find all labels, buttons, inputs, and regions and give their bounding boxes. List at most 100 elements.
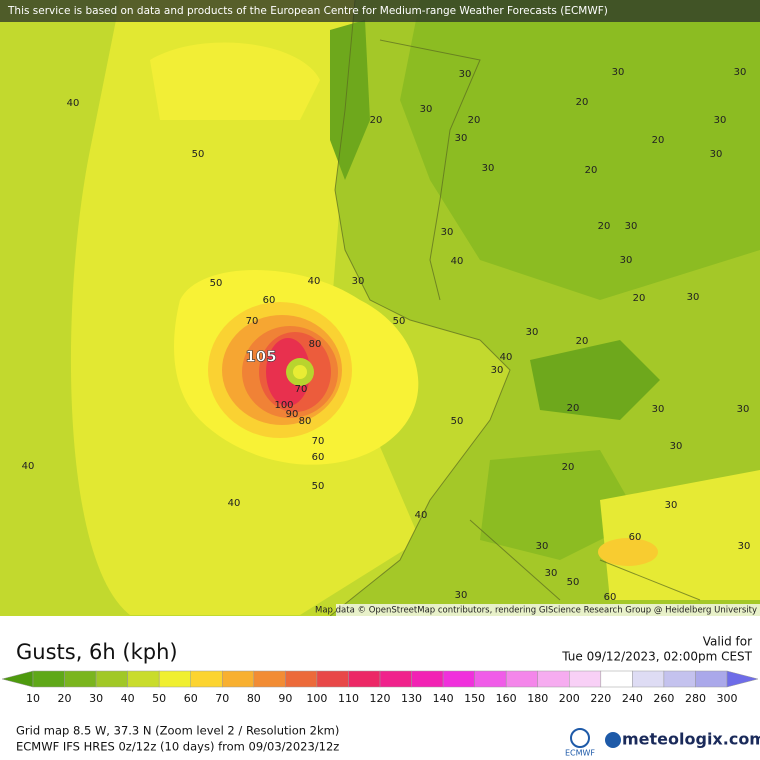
contour-label: 50 [567,577,580,588]
valid-time: Tue 09/12/2023, 02:00pm CEST [561,650,752,664]
contour-label: 40 [308,276,321,287]
contour-label: 20 [562,462,575,473]
valid-label: Valid for [703,635,752,649]
legend-tick-label: 130 [401,692,422,705]
legend-tick-label: 100 [306,692,327,705]
legend-swatch [316,670,349,688]
contour-label: 50 [312,481,325,492]
legend-tick-label: 40 [121,692,135,705]
contour-label: 30 [420,104,433,115]
contour-label: 20 [370,115,383,126]
legend: 10 20 30 40 50 60 70 80 90 100 110 120 130 140 150 160 1… [1,670,759,705]
contour-label: 30 [714,115,727,126]
coastline [334,0,481,341]
contour-label: 20 [576,336,589,347]
legend-tick-label: 150 [464,692,485,705]
legend-tick-label: 60 [184,692,198,705]
contour-label: 20 [468,115,481,126]
legend-swatch [695,670,728,688]
legend-tick-label: 10 [26,692,40,705]
contour-label: 90 [286,409,299,420]
legend-swatch [127,670,160,688]
contour-label: 30 [459,69,472,80]
brand: meteologix.com [622,730,760,749]
legend-swatch [537,670,570,688]
contour-label: 80 [309,339,322,350]
panel [0,616,760,760]
land-dark [400,0,760,300]
contour-label: 30 [738,541,751,552]
legend-tick-label: 180 [527,692,548,705]
contour-label: 30 [612,67,625,78]
legend-swatch [95,670,128,688]
contour-label: 20 [576,97,589,108]
legend-swatch [379,670,412,688]
land-ridge [330,20,370,180]
contour-label: 30 [545,568,558,579]
contour-label: 30 [625,221,638,232]
border [469,519,701,601]
contour-label: 50 [210,278,223,289]
contour-label: 20 [633,293,646,304]
banner-bg [0,0,760,22]
contour-label: 20 [598,221,611,232]
legend-swatch [600,670,633,688]
storm-eye-core [293,365,307,379]
contour-label: 30 [734,67,747,78]
legend-tick-label: 50 [152,692,166,705]
legend-swatch [442,670,475,688]
legend-tick-label: 200 [559,692,580,705]
legend-swatch [569,670,602,688]
legend-tick-label: 160 [496,692,517,705]
legend-swatch [158,670,191,688]
legend-tick-label: 90 [278,692,292,705]
contour-label: 50 [451,416,464,427]
ecmwf-icon [570,728,590,748]
contour-label: 30 [665,500,678,511]
legend-swatch [64,670,97,688]
contour-label: 60 [629,532,642,543]
contour-label: 70 [295,384,308,395]
legend-tick-label: 80 [247,692,261,705]
contour-label: 60 [263,295,276,306]
contour-label: 100 [274,400,293,411]
borders [329,0,701,617]
legend-swatch [253,670,286,688]
coastline-africa [329,339,511,617]
contour-label: 40 [228,498,241,509]
legend-swatch [32,670,65,688]
contour-label: 30 [652,404,665,415]
contour-label: 40 [22,461,35,472]
contour-label: 30 [526,327,539,338]
legend-tick-label: 260 [653,692,674,705]
contour-label: 20 [652,135,665,146]
legend-tick-label: 300 [717,692,738,705]
contour-label: 60 [312,452,325,463]
legend-title: Gusts, 6h (kph) [16,640,178,664]
contour-label: 30 [455,590,468,601]
contour-label: 50 [393,316,406,327]
contour-label: 30 [536,541,549,552]
contour-label: 40 [500,352,513,363]
contour-label: 20 [585,165,598,176]
legend-swatch [632,670,665,688]
legend-swatch [474,670,507,688]
land-mountains [480,450,640,560]
contour-label: 70 [246,316,259,327]
legend-tick-label: 120 [370,692,391,705]
contour-label: 30 [482,163,495,174]
legend-swatch [222,670,255,688]
contour-label: 40 [67,98,80,109]
contour-label: 105 [245,348,276,366]
contour-label: 40 [451,256,464,267]
contour-label: 70 [312,436,325,447]
contour-label: 30 [687,292,700,303]
legend-tick-label: 220 [590,692,611,705]
legend-tick-label: 240 [622,692,643,705]
ocean-patch [150,42,320,120]
legend-tick-label: 140 [433,692,454,705]
legend-swatch [505,670,538,688]
land-warm-zone [600,470,760,600]
